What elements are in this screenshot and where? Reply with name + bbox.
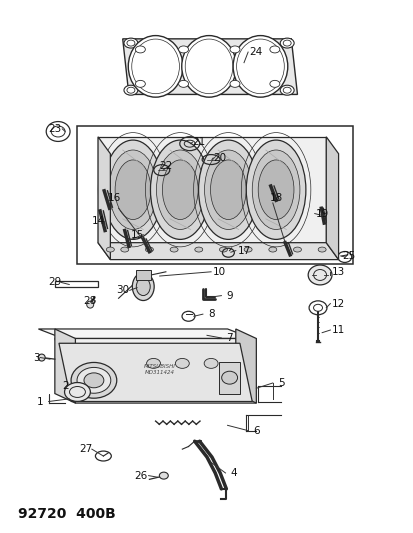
Ellipse shape	[269, 46, 279, 53]
Ellipse shape	[106, 247, 114, 252]
Ellipse shape	[280, 85, 293, 95]
Ellipse shape	[64, 383, 90, 401]
Ellipse shape	[150, 140, 209, 239]
Ellipse shape	[195, 247, 202, 252]
Ellipse shape	[123, 38, 138, 48]
Text: 24: 24	[249, 47, 262, 57]
Polygon shape	[98, 137, 110, 260]
Bar	[136, 270, 150, 280]
Ellipse shape	[145, 247, 153, 252]
Ellipse shape	[219, 247, 227, 252]
Text: 28: 28	[83, 296, 96, 306]
Ellipse shape	[204, 358, 218, 368]
Ellipse shape	[175, 358, 189, 368]
Ellipse shape	[258, 160, 293, 220]
Ellipse shape	[178, 80, 188, 87]
Text: 20: 20	[212, 153, 225, 163]
Polygon shape	[55, 329, 75, 403]
Text: 21: 21	[192, 137, 205, 147]
Ellipse shape	[318, 247, 325, 252]
Ellipse shape	[135, 46, 145, 53]
Ellipse shape	[162, 160, 198, 220]
Text: 12: 12	[331, 298, 344, 309]
Ellipse shape	[170, 247, 178, 252]
Ellipse shape	[198, 140, 258, 239]
Text: 25: 25	[342, 251, 355, 261]
Ellipse shape	[233, 36, 287, 97]
Ellipse shape	[230, 46, 240, 53]
Text: 16: 16	[108, 192, 121, 203]
Text: 3: 3	[33, 352, 40, 362]
Ellipse shape	[269, 80, 279, 87]
Ellipse shape	[103, 140, 162, 239]
Text: 26: 26	[134, 471, 147, 481]
Polygon shape	[235, 329, 256, 403]
Ellipse shape	[244, 247, 252, 252]
Polygon shape	[55, 338, 256, 403]
Ellipse shape	[307, 265, 331, 285]
Ellipse shape	[136, 278, 150, 296]
Ellipse shape	[109, 150, 157, 230]
Ellipse shape	[77, 367, 111, 393]
Text: 22: 22	[159, 161, 172, 171]
Text: 92720  400B: 92720 400B	[18, 507, 115, 521]
Ellipse shape	[115, 160, 150, 220]
Text: 19: 19	[315, 208, 328, 219]
Text: 8: 8	[207, 309, 214, 319]
Ellipse shape	[159, 472, 168, 479]
Ellipse shape	[204, 150, 252, 230]
Ellipse shape	[210, 160, 246, 220]
Ellipse shape	[123, 85, 138, 95]
Ellipse shape	[87, 301, 93, 308]
Ellipse shape	[38, 354, 45, 361]
Text: 27: 27	[79, 444, 92, 454]
Ellipse shape	[71, 362, 116, 398]
Ellipse shape	[293, 247, 301, 252]
Polygon shape	[59, 343, 252, 401]
Ellipse shape	[135, 80, 145, 87]
Ellipse shape	[156, 150, 204, 230]
Text: 29: 29	[48, 277, 61, 287]
Ellipse shape	[280, 38, 293, 48]
Ellipse shape	[84, 373, 104, 388]
Bar	[55, 281, 98, 287]
Text: 18: 18	[270, 192, 283, 203]
Bar	[77, 126, 352, 264]
Ellipse shape	[221, 371, 237, 384]
Ellipse shape	[230, 80, 240, 87]
Ellipse shape	[121, 247, 128, 252]
Text: 9: 9	[226, 290, 233, 301]
Polygon shape	[122, 39, 297, 94]
Ellipse shape	[128, 36, 183, 97]
Text: 1: 1	[37, 397, 44, 407]
Polygon shape	[219, 362, 239, 393]
Text: 7: 7	[226, 333, 233, 343]
Polygon shape	[325, 137, 338, 260]
Text: MITSUBISHI
MD311424: MITSUBISHI MD311424	[143, 365, 175, 375]
Polygon shape	[98, 243, 338, 260]
Text: 10: 10	[212, 267, 225, 277]
Text: 5: 5	[277, 378, 284, 388]
Text: 15: 15	[130, 230, 143, 240]
Ellipse shape	[252, 150, 299, 230]
Text: 14: 14	[91, 216, 104, 227]
Text: 23: 23	[48, 124, 61, 134]
Ellipse shape	[146, 358, 160, 368]
Ellipse shape	[246, 140, 305, 239]
Ellipse shape	[268, 247, 276, 252]
Polygon shape	[98, 137, 325, 243]
Polygon shape	[38, 329, 252, 338]
Text: 4: 4	[230, 468, 237, 478]
Text: 17: 17	[237, 246, 250, 256]
Text: 11: 11	[331, 325, 344, 335]
Text: 6: 6	[252, 426, 259, 435]
Text: 30: 30	[116, 285, 129, 295]
Ellipse shape	[181, 36, 236, 97]
Ellipse shape	[132, 273, 154, 301]
Text: 13: 13	[331, 267, 344, 277]
Text: 2: 2	[62, 381, 68, 391]
Ellipse shape	[178, 46, 188, 53]
